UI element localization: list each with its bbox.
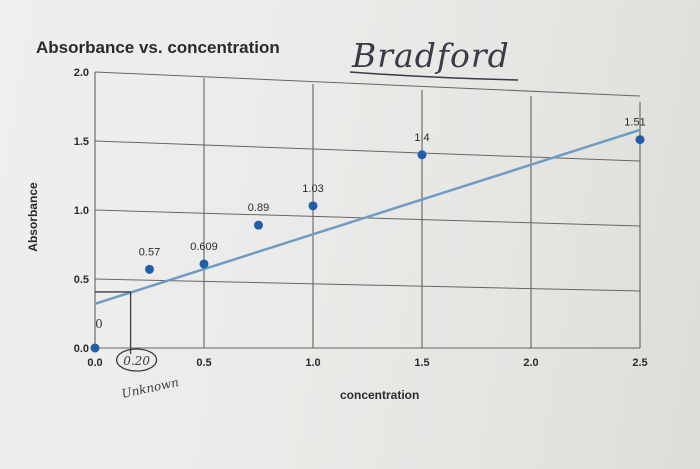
y-tick-label: 1.0 bbox=[74, 205, 89, 217]
data-point bbox=[417, 150, 427, 160]
x-tick-label: 0.5 bbox=[196, 357, 211, 369]
data-point bbox=[254, 220, 263, 230]
x-axis-label: concentration bbox=[340, 388, 420, 402]
unknown-note: Unknown bbox=[120, 375, 180, 401]
unknown-circle bbox=[115, 348, 158, 372]
data-label: 0.57 bbox=[139, 246, 160, 258]
y-tick-label: 1.5 bbox=[74, 136, 89, 148]
handwritten-title: Bradford bbox=[352, 36, 510, 75]
y-grid-line bbox=[94, 71, 641, 97]
x-tick-label: 2.5 bbox=[632, 357, 647, 369]
y-grid-line bbox=[94, 140, 641, 162]
trendline bbox=[94, 128, 641, 306]
data-label: 1.03 bbox=[302, 183, 323, 195]
data-label: 1.4 bbox=[414, 132, 429, 144]
data-label: 0.609 bbox=[190, 241, 218, 253]
y-tick-label: 0.0 bbox=[74, 343, 89, 355]
data-point bbox=[635, 135, 645, 145]
x-tick-label: 2.0 bbox=[523, 357, 538, 369]
data-label: 0.89 bbox=[248, 202, 269, 214]
chart-title: Absorbance vs. concentration bbox=[36, 38, 280, 57]
data-label: 1.51 bbox=[624, 117, 645, 129]
data-point bbox=[308, 201, 318, 211]
data-point bbox=[145, 264, 154, 274]
y-tick-label: 0.5 bbox=[74, 274, 89, 286]
unknown-x-label: 0.20 bbox=[123, 354, 150, 368]
x-tick-label: 1.0 bbox=[305, 357, 320, 369]
x-tick-label: 1.5 bbox=[414, 357, 429, 369]
x-tick-label: 0.0 bbox=[87, 357, 102, 369]
y-tick-label: 2.0 bbox=[74, 67, 89, 79]
data-point bbox=[199, 259, 209, 269]
data-point bbox=[90, 343, 100, 353]
y-grid-line bbox=[94, 278, 641, 292]
data-label: 0 bbox=[95, 317, 103, 331]
